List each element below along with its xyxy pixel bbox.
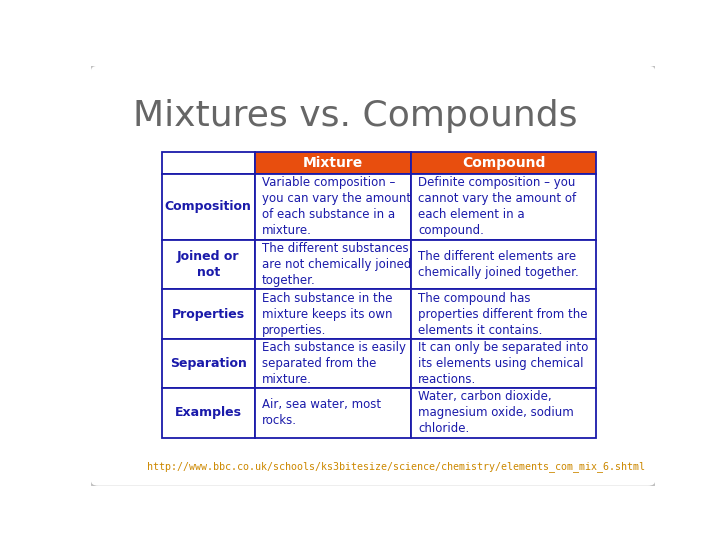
Bar bbox=[162, 152, 255, 174]
Text: Mixture: Mixture bbox=[303, 156, 363, 170]
Text: Mixtures vs. Compounds: Mixtures vs. Compounds bbox=[133, 99, 578, 133]
Bar bbox=[255, 152, 411, 174]
Text: It can only be separated into
its elements using chemical
reactions.: It can only be separated into its elemen… bbox=[418, 341, 588, 386]
Bar bbox=[255, 240, 411, 289]
Text: Definite composition – you
cannot vary the amount of
each element in a
compound.: Definite composition – you cannot vary t… bbox=[418, 176, 577, 238]
Text: Each substance is easily
separated from the
mixture.: Each substance is easily separated from … bbox=[261, 341, 405, 386]
Bar bbox=[162, 339, 255, 388]
Bar bbox=[411, 289, 596, 339]
Text: The different elements are
chemically joined together.: The different elements are chemically jo… bbox=[418, 250, 579, 279]
Text: Joined or
not: Joined or not bbox=[177, 250, 240, 279]
Bar bbox=[411, 174, 596, 240]
Bar bbox=[255, 289, 411, 339]
FancyBboxPatch shape bbox=[90, 64, 657, 487]
Bar bbox=[411, 388, 596, 437]
Bar bbox=[162, 174, 255, 240]
Text: Each substance in the
mixture keeps its own
properties.: Each substance in the mixture keeps its … bbox=[261, 292, 392, 336]
Text: Composition: Composition bbox=[165, 200, 252, 213]
Bar bbox=[255, 174, 411, 240]
Bar bbox=[162, 240, 255, 289]
Text: Compound: Compound bbox=[462, 156, 545, 170]
Text: Separation: Separation bbox=[170, 357, 247, 370]
Text: The compound has
properties different from the
elements it contains.: The compound has properties different fr… bbox=[418, 292, 587, 336]
Text: http://www.bbc.co.uk/schools/ks3bitesize/science/chemistry/elements_com_mix_6.sh: http://www.bbc.co.uk/schools/ks3bitesize… bbox=[148, 461, 646, 472]
Bar bbox=[255, 388, 411, 437]
Bar bbox=[255, 339, 411, 388]
Bar bbox=[411, 152, 596, 174]
Text: Properties: Properties bbox=[172, 307, 245, 321]
Text: Examples: Examples bbox=[175, 406, 242, 419]
Bar bbox=[162, 388, 255, 437]
Bar bbox=[411, 339, 596, 388]
Text: Variable composition –
you can vary the amount
of each substance in a
mixture.: Variable composition – you can vary the … bbox=[261, 176, 411, 238]
Text: Air, sea water, most
rocks.: Air, sea water, most rocks. bbox=[261, 399, 381, 428]
Text: The different substances
are not chemically joined
together.: The different substances are not chemica… bbox=[261, 242, 411, 287]
Bar bbox=[162, 289, 255, 339]
Text: Water, carbon dioxide,
magnesium oxide, sodium
chloride.: Water, carbon dioxide, magnesium oxide, … bbox=[418, 390, 574, 435]
Bar bbox=[411, 240, 596, 289]
